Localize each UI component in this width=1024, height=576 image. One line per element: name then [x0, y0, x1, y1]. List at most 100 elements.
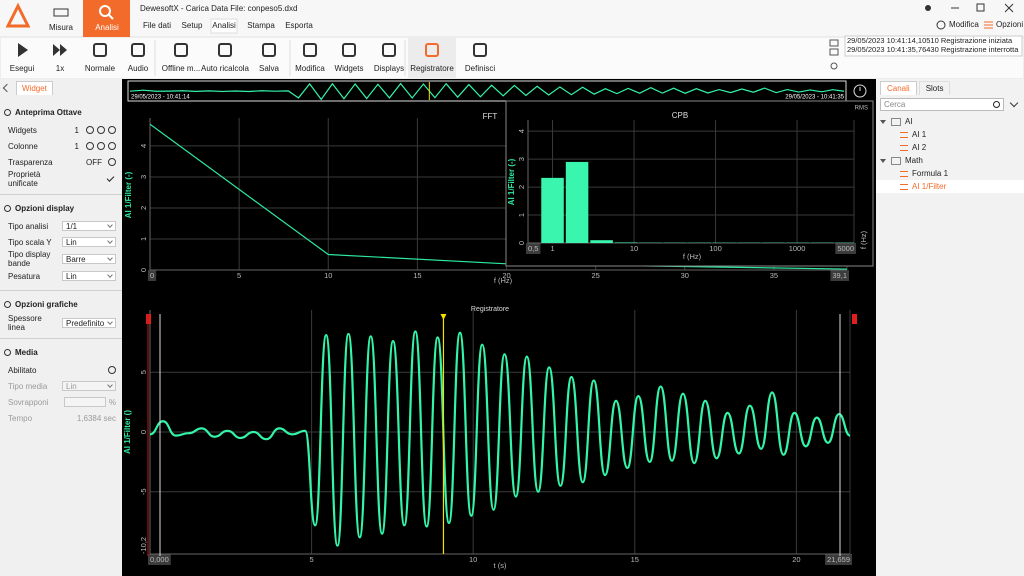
toolbar-label[interactable]: Normale	[85, 64, 116, 73]
analysis-icon	[108, 14, 114, 20]
select-box[interactable]: 1/1	[62, 221, 116, 231]
menu-item[interactable]: Esporta	[285, 21, 313, 30]
histogram-bar	[663, 242, 687, 243]
select-box[interactable]: Lin	[62, 381, 116, 391]
stepper-minus[interactable]	[86, 142, 94, 150]
select-box[interactable]: Lin	[62, 271, 116, 281]
toolbar-label[interactable]: Offline m...	[162, 64, 201, 73]
stepper-minus[interactable]	[86, 126, 94, 134]
toolbar-icon	[131, 43, 145, 57]
toolbar-label[interactable]: Displays	[374, 64, 404, 73]
x-tick-label: 0,5	[528, 244, 538, 253]
histogram-bar	[688, 242, 712, 243]
toolbar-icon	[60, 44, 67, 56]
setting-label: Abilitato	[8, 365, 37, 375]
mode-tab[interactable]: Misura	[49, 23, 74, 32]
setting-label: Colonne	[8, 141, 38, 151]
setting-control: 1/1	[56, 221, 116, 231]
stepper-dropdown[interactable]	[108, 126, 116, 134]
setting-row: Widgets 1	[0, 122, 122, 138]
tree-item[interactable]: Formula 1	[876, 167, 1024, 180]
toolbar-label[interactable]: Modifica	[295, 64, 325, 73]
select-box[interactable]: Barre	[62, 254, 116, 264]
toolbar-label[interactable]: 1x	[56, 64, 64, 73]
menu-item[interactable]: Stampa	[247, 21, 275, 30]
setting-row: Tipo display bande Barre	[0, 250, 122, 268]
select-value: Predefinito	[66, 318, 105, 328]
y-axis-label: AI 1/Filter (-)	[507, 158, 516, 205]
checkbox[interactable]	[106, 173, 115, 182]
search-box[interactable]: Cerca	[880, 98, 1004, 111]
x-tick-label: 10	[469, 555, 477, 564]
channel-icon	[900, 170, 908, 177]
window-title: DewesoftX - Carica Data File: conpeso5.d…	[140, 4, 297, 13]
input-box[interactable]	[63, 397, 106, 407]
select-box[interactable]: Predefinito	[62, 318, 116, 328]
select-arrow	[107, 319, 113, 325]
setting-control: Lin	[56, 271, 116, 281]
toolbar-label[interactable]: Auto ricalcola	[201, 64, 250, 73]
setting-control: %	[56, 397, 116, 407]
section-collapse[interactable]	[4, 108, 11, 116]
widget-tab[interactable]: Widget	[16, 80, 53, 95]
y-tick-label: 1	[517, 213, 526, 217]
select-value: Lin	[66, 381, 77, 391]
menu-item[interactable]: Setup	[182, 21, 203, 30]
header-action[interactable]: Modifica	[949, 20, 979, 29]
range-marker	[852, 314, 857, 324]
section-header: Opzioni grafiche	[0, 297, 122, 311]
select-arrow	[107, 382, 113, 388]
stepper-plus[interactable]	[97, 126, 105, 134]
setting-control: 1	[56, 126, 116, 135]
setting-control: Predefinito	[56, 318, 116, 328]
x-tick-label: 100	[709, 244, 722, 253]
toolbar-icon	[174, 43, 188, 57]
radio-button[interactable]	[108, 366, 116, 374]
select-box[interactable]: Lin	[62, 237, 116, 247]
setting-row: Trasparenza OFF	[0, 154, 122, 170]
header-action[interactable]: Opzioni	[996, 20, 1023, 29]
overview-end: 29/05/2023 - 10:41:35	[785, 95, 844, 101]
toolbar-label[interactable]: Definisci	[465, 64, 495, 73]
channel-tab[interactable]: Slots	[918, 81, 951, 95]
section-collapse[interactable]	[4, 204, 11, 212]
setting-label: Tipo display bande	[8, 250, 51, 268]
menu-item[interactable]: Analisi	[212, 21, 236, 30]
chart-subtitle: RMS	[855, 106, 868, 112]
section-title: Opzioni grafiche	[15, 299, 78, 309]
y-tick-label: 3	[139, 175, 148, 179]
section-collapse[interactable]	[4, 348, 11, 356]
stepper-dropdown[interactable]	[108, 142, 116, 150]
y-tick-label: 1	[139, 237, 148, 241]
log-entry: 29/05/2023 10:41:35,76430 Registrazione …	[847, 45, 1019, 54]
tree-group[interactable]: AI	[876, 115, 1024, 128]
section-collapse[interactable]	[4, 300, 11, 308]
setting-row: Colonne 1	[0, 138, 122, 154]
toolbar-icon	[53, 44, 60, 56]
tree-item[interactable]: AI 1/Filter	[876, 180, 1024, 193]
channel-tab[interactable]: Canali	[880, 81, 917, 95]
select-arrow	[107, 238, 113, 244]
x-tick-label: 25	[591, 271, 599, 280]
setting-row: Proprietà unificate	[0, 170, 122, 188]
tree-item[interactable]: AI 2	[876, 141, 1024, 154]
tree-group[interactable]: Math	[876, 154, 1024, 167]
menu-item[interactable]: File dati	[143, 21, 171, 30]
toolbar-label[interactable]: Esegui	[10, 64, 35, 73]
toggle-dropdown[interactable]	[108, 158, 116, 166]
toolbar-label[interactable]: Salva	[259, 64, 280, 73]
toolbar-label[interactable]: Registratore	[410, 64, 454, 73]
toolbar-icon	[382, 43, 396, 57]
tree-item[interactable]: AI 1	[876, 128, 1024, 141]
histogram-bar	[590, 240, 613, 243]
setting-row: Tipo scala Y Lin	[0, 234, 122, 250]
mode-tab[interactable]: Analisi	[95, 23, 119, 32]
section-title: Media	[15, 347, 38, 357]
toolbar-label[interactable]: Audio	[128, 64, 149, 73]
stepper-plus[interactable]	[97, 142, 105, 150]
setting-label: Tempo	[8, 413, 33, 423]
panel-chevron	[1009, 98, 1019, 108]
toolbar-label[interactable]: Widgets	[335, 64, 364, 73]
setting-row: Pesatura Lin	[0, 268, 122, 284]
setting-label: Tipo scala Y	[8, 237, 52, 247]
